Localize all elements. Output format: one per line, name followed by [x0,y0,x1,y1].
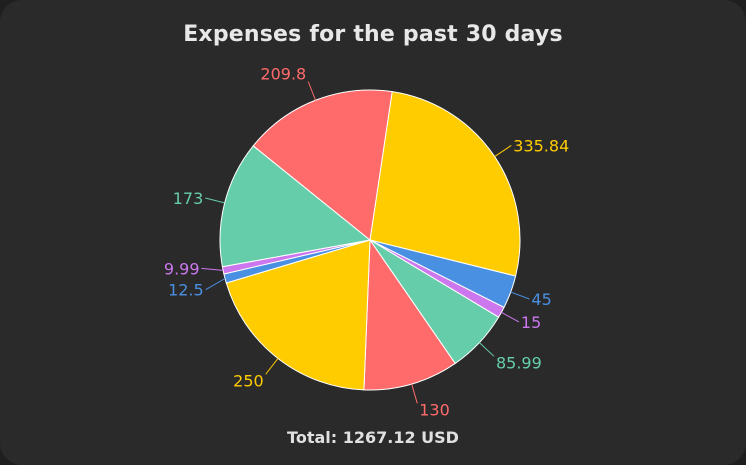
slice-value-label: 45 [531,290,551,309]
slice-value-label: 12.5 [168,281,204,300]
leader-line [265,358,279,375]
leader-line [201,267,224,271]
chart-title: Expenses for the past 30 days [183,22,563,47]
slice-value-label: 9.99 [164,259,200,278]
slice-value-label: 335.84 [513,136,569,155]
slice-group [219,89,521,391]
pie-slice[interactable] [219,145,372,268]
slice-value-label: 130 [419,400,450,419]
slice-value-label: 173 [173,189,204,208]
leader-line [205,197,225,204]
pie-slice[interactable] [363,238,456,391]
leader-line-group [201,81,530,404]
pie-slice[interactable] [252,89,393,241]
leader-line [307,81,316,101]
leader-line [501,311,520,323]
slice-value-label: 15 [521,313,541,332]
pie-slice[interactable] [225,239,371,391]
leader-line [510,291,530,300]
leader-line [205,278,226,291]
slice-value-label: 85.99 [496,353,542,372]
leader-line [494,145,512,157]
value-label-group: 335.84 45 15 85.99 130 250 12.5 9.99 173 209.8 [164,65,569,420]
slice-value-label: 209.8 [260,65,306,84]
total-amount: Total: 1267.12 USD [287,428,459,447]
slice-value-label: 250 [233,371,264,390]
leader-line [479,342,495,357]
leader-line [411,383,418,404]
pie-slice[interactable] [369,91,521,277]
